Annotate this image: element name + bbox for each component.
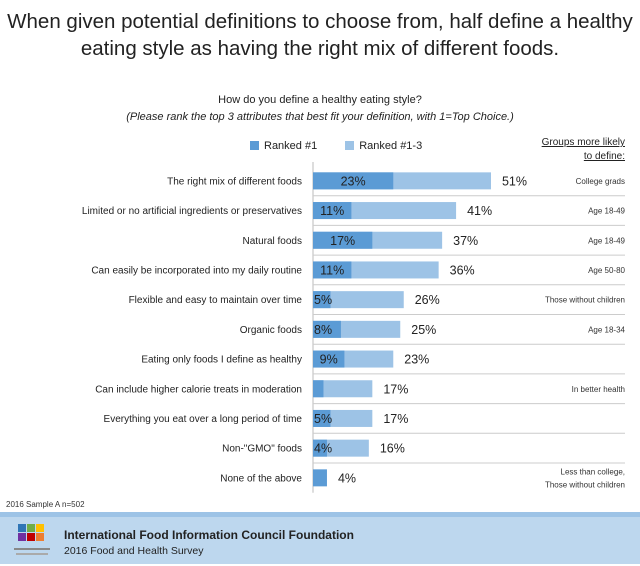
bar-ranked1: [313, 409, 331, 427]
data-label-ranked1: 9%: [320, 353, 338, 367]
question: How do you define a healthy eating style…: [218, 94, 422, 106]
group-label: Age 18-49: [588, 207, 625, 216]
category-label: None of the above: [220, 473, 302, 484]
bar-ranked1: [313, 380, 324, 398]
bar-ranked1: [313, 202, 352, 220]
group-label: Those without children: [545, 296, 625, 305]
data-label-ranked13: 16%: [380, 442, 405, 456]
category-label: Limited or no artificial ingredients or …: [82, 206, 302, 217]
chart-title: When given potential definitions to choo…: [7, 10, 633, 60]
data-label-ranked1: 5%: [314, 412, 332, 426]
group-label: Less than college,: [561, 467, 626, 476]
bar-chart: The right mix of different foods 23% 51% Co…: [82, 162, 626, 493]
category-label: The right mix of different foods: [167, 176, 302, 187]
data-label-ranked1: 4%: [314, 442, 332, 456]
legend-item-ranked13: Ranked #1-3: [345, 140, 422, 152]
data-label-ranked1: 17%: [330, 234, 355, 248]
chart-subtitle: How do you define a healthy eating style…: [0, 92, 640, 126]
data-label-ranked13: 36%: [450, 263, 475, 277]
category-label: Can include higher calorie treats in mod…: [95, 384, 302, 395]
group-label: Age 18-34: [588, 325, 625, 334]
legend-swatch: [250, 141, 259, 150]
bar-ranked1: [313, 350, 345, 368]
data-label-ranked13: 23%: [404, 353, 429, 367]
data-label-ranked13: 17%: [383, 412, 408, 426]
question-note: (Please rank the top 3 attributes that b…: [126, 111, 514, 123]
bar-ranked1: [313, 172, 394, 190]
category-label: Flexible and easy to maintain over time: [129, 295, 303, 306]
data-label-ranked13: 25%: [411, 323, 436, 337]
data-label-ranked1: 23%: [341, 174, 366, 188]
bar-ranked13: [313, 380, 373, 398]
data-label-ranked1: 11%: [320, 263, 344, 277]
bar-ranked1: [313, 291, 331, 309]
data-label-ranked13: 26%: [415, 293, 440, 307]
bar-ranked1: [313, 231, 373, 249]
footer-org: International Food Information Council F…: [64, 528, 354, 542]
legend-swatch: [345, 141, 355, 150]
bar-ranked13: [313, 291, 404, 309]
data-label-ranked13: 37%: [453, 234, 478, 248]
data-label-ranked13: 51%: [502, 174, 527, 188]
data-label-ranked1: 8%: [314, 323, 332, 337]
data-label-ranked13: 41%: [467, 204, 492, 218]
sample-note: 2016 Sample A n=502: [6, 500, 85, 509]
group-label: College grads: [576, 177, 625, 186]
legend-item-ranked1: Ranked #1: [250, 140, 317, 152]
group-label: Age 50-80: [588, 266, 625, 275]
category-label: Non-"GMO" foods: [222, 444, 302, 455]
category-label: Organic foods: [240, 325, 302, 336]
bar-ranked1: [313, 439, 327, 457]
data-label-ranked13: 4%: [338, 471, 356, 485]
group-label: In better health: [572, 385, 625, 394]
group-label: Those without children: [545, 480, 625, 489]
category-label: Can easily be incorporated into my daily…: [91, 265, 302, 276]
category-label: Natural foods: [243, 236, 302, 247]
legend-label: Ranked #1: [264, 140, 318, 152]
footer-survey: 2016 Food and Health Survey: [64, 545, 204, 557]
group-label: Age 18-49: [588, 236, 625, 245]
bar-ranked1: [313, 469, 327, 487]
data-label-ranked1: 5%: [314, 293, 332, 307]
category-label: Everything you eat over a long period of…: [104, 414, 303, 425]
footer: International Food Information Council F…: [0, 512, 640, 564]
data-label-ranked13: 17%: [383, 382, 408, 396]
data-label-ranked1: 11%: [320, 204, 344, 218]
legend: Ranked #1 Ranked #1-3: [250, 140, 422, 152]
bar-ranked1: [313, 320, 341, 338]
bar-ranked1: [313, 261, 352, 279]
legend-label: Ranked #1-3: [359, 140, 423, 152]
category-label: Eating only foods I define as healthy: [141, 355, 302, 366]
groups-header: Groups more likely to define:: [541, 137, 625, 162]
ific-logo: [14, 524, 50, 555]
